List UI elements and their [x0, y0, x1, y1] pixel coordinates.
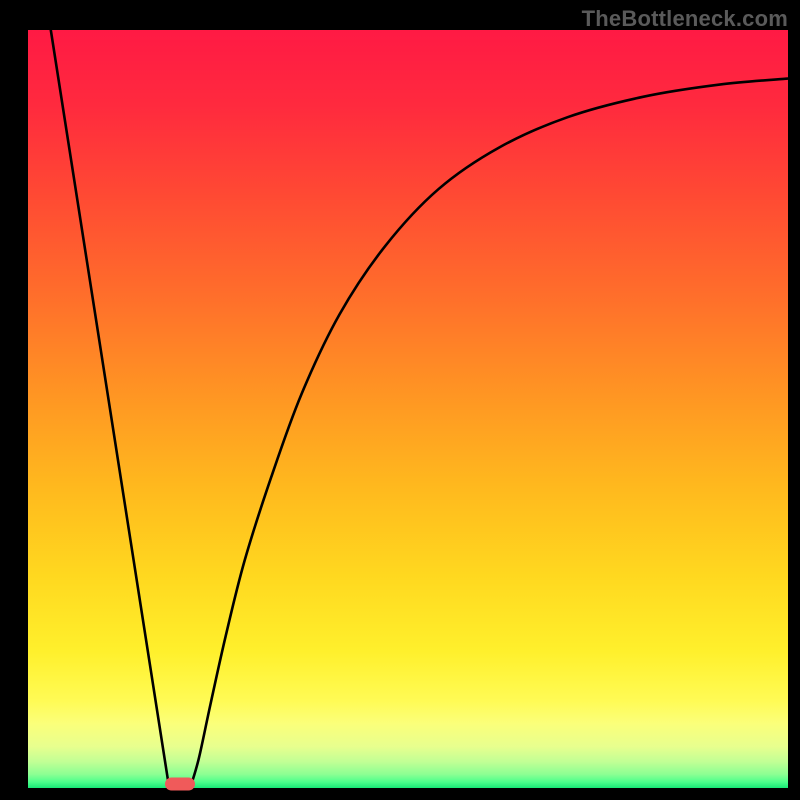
optimal-point-marker — [165, 778, 195, 791]
plot-area — [28, 30, 788, 788]
chart-frame: TheBottleneck.com — [0, 0, 800, 800]
bottleneck-curve — [28, 30, 788, 788]
watermark-text: TheBottleneck.com — [582, 6, 788, 32]
